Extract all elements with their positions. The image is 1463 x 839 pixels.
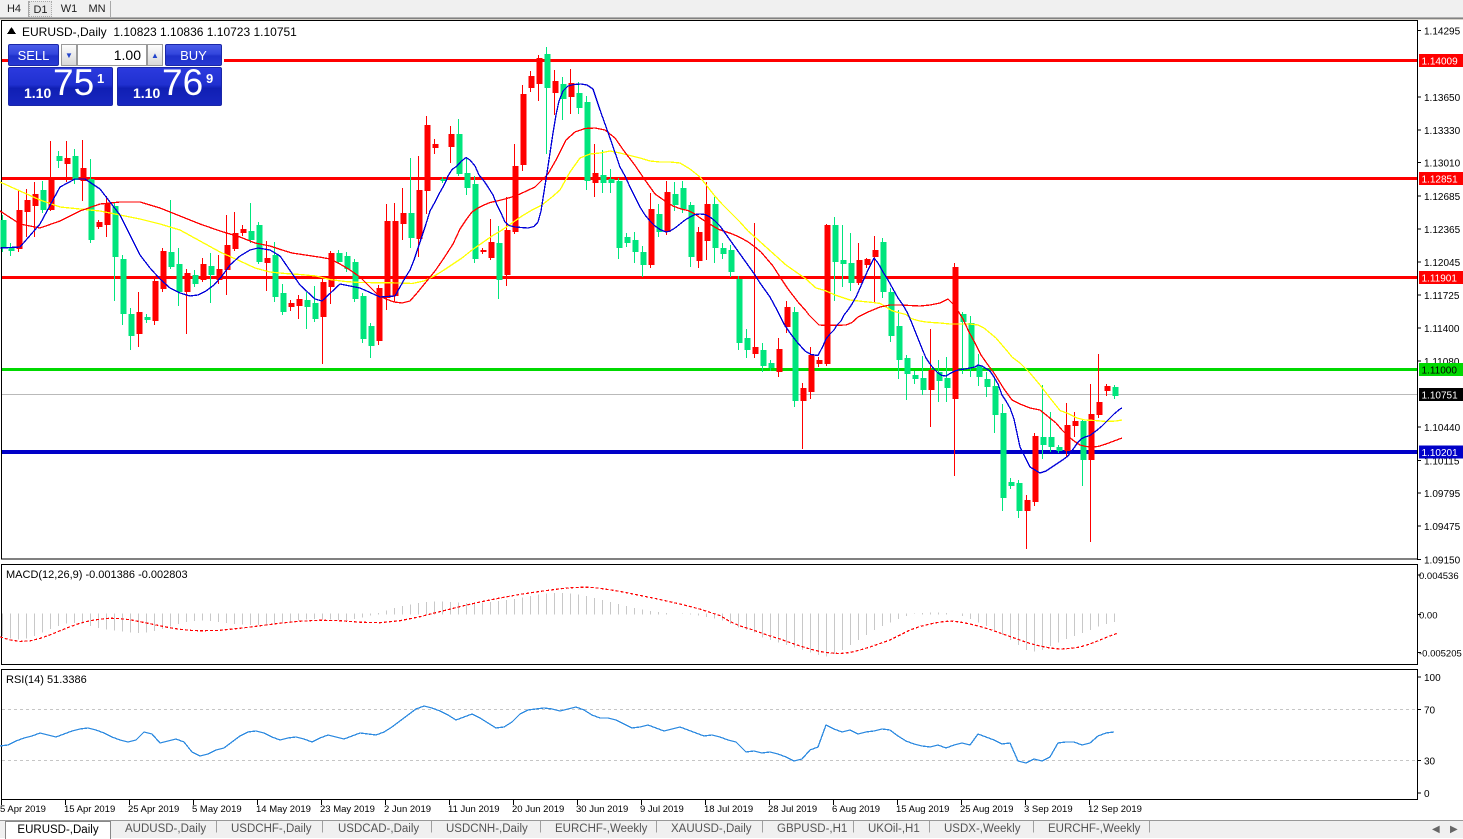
svg-text:100: 100 — [1424, 673, 1441, 684]
svg-text:-0.005205: -0.005205 — [1419, 649, 1462, 660]
svg-text:20 Jun 2019: 20 Jun 2019 — [512, 804, 564, 815]
svg-text:1.09795: 1.09795 — [1424, 489, 1461, 500]
svg-text:1.11400: 1.11400 — [1424, 324, 1460, 335]
svg-text:1.11901: 1.11901 — [1422, 274, 1458, 285]
svg-text:70: 70 — [1424, 706, 1436, 717]
svg-text:1.09475: 1.09475 — [1424, 522, 1461, 533]
svg-text:1.12045: 1.12045 — [1424, 258, 1461, 269]
svg-text:25 Aug 2019: 25 Aug 2019 — [960, 804, 1013, 815]
svg-text:1.10751: 1.10751 — [1422, 391, 1459, 402]
svg-text:9 Jul 2019: 9 Jul 2019 — [640, 804, 684, 815]
svg-text:0: 0 — [1424, 789, 1430, 800]
svg-text:6 Aug 2019: 6 Aug 2019 — [832, 804, 880, 815]
svg-text:5 Apr 2019: 5 Apr 2019 — [0, 804, 46, 815]
svg-text:11 Jun 2019: 11 Jun 2019 — [448, 804, 500, 815]
svg-text:RSI(14) 51.3386: RSI(14) 51.3386 — [6, 674, 87, 686]
svg-text:1.13330: 1.13330 — [1424, 126, 1461, 137]
svg-text:15 Apr 2019: 15 Apr 2019 — [64, 804, 115, 815]
svg-text:30: 30 — [1424, 757, 1436, 768]
svg-text:18 Jul 2019: 18 Jul 2019 — [704, 804, 753, 815]
svg-text:1.12365: 1.12365 — [1424, 225, 1461, 236]
svg-text:MACD(12,26,9) -0.001386 -0.002: MACD(12,26,9) -0.001386 -0.002803 — [6, 569, 188, 581]
svg-text:2 Jun 2019: 2 Jun 2019 — [384, 804, 431, 815]
svg-text:25 Apr 2019: 25 Apr 2019 — [128, 804, 179, 815]
svg-text:1.13010: 1.13010 — [1424, 159, 1461, 170]
svg-text:0.004536: 0.004536 — [1419, 571, 1459, 582]
svg-text:12 Sep 2019: 12 Sep 2019 — [1088, 804, 1142, 815]
svg-text:1.14009: 1.14009 — [1422, 57, 1459, 68]
svg-text:1.09150: 1.09150 — [1424, 556, 1461, 567]
svg-text:1.12851: 1.12851 — [1422, 175, 1459, 186]
svg-text:23 May 2019: 23 May 2019 — [320, 804, 375, 815]
svg-text:1.14295: 1.14295 — [1424, 27, 1461, 38]
svg-text:1.10201: 1.10201 — [1422, 448, 1459, 459]
svg-text:1.11000: 1.11000 — [1422, 366, 1458, 377]
svg-text:14 May 2019: 14 May 2019 — [256, 804, 311, 815]
svg-text:EURUSD-,Daily 1.10823 1.10836: EURUSD-,Daily 1.10823 1.10836 1.10723 1.… — [22, 25, 297, 39]
svg-text:1.13650: 1.13650 — [1424, 93, 1461, 104]
svg-text:15 Aug 2019: 15 Aug 2019 — [896, 804, 949, 815]
svg-text:1.10440: 1.10440 — [1424, 423, 1461, 434]
svg-text:1.11080: 1.11080 — [1424, 357, 1460, 368]
svg-text:0.00: 0.00 — [1419, 611, 1438, 622]
svg-text:30 Jun 2019: 30 Jun 2019 — [576, 804, 628, 815]
svg-text:3 Sep 2019: 3 Sep 2019 — [1024, 804, 1073, 815]
svg-text:5 May 2019: 5 May 2019 — [192, 804, 242, 815]
svg-text:1.11725: 1.11725 — [1424, 291, 1460, 302]
svg-text:1.10115: 1.10115 — [1424, 456, 1460, 467]
svg-text:1.12685: 1.12685 — [1424, 192, 1461, 203]
svg-text:28 Jul 2019: 28 Jul 2019 — [768, 804, 817, 815]
